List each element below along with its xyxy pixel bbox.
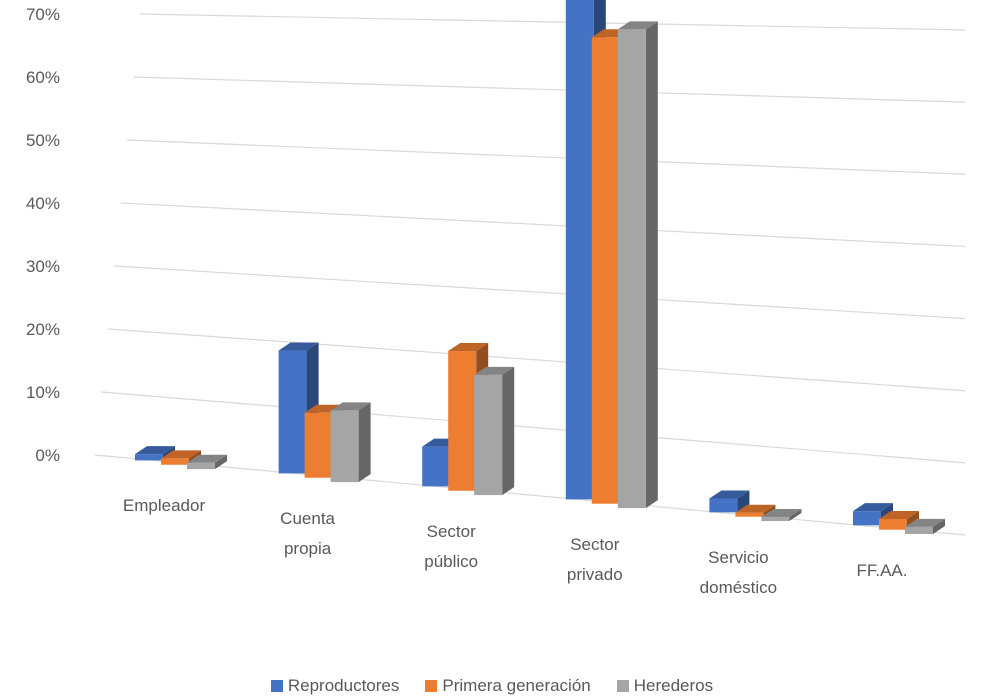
y-tick-label: 20% — [26, 320, 60, 339]
x-category-label: Servicio — [708, 548, 768, 567]
legend-item-herederos: Herederos — [616, 676, 714, 696]
bar-herederos-2 — [474, 366, 515, 496]
gridline — [127, 139, 966, 175]
bar-herederos-1 — [330, 402, 371, 483]
gridlines — [94, 13, 966, 536]
y-tick-label: 50% — [26, 131, 60, 150]
gridline — [114, 265, 966, 320]
x-axis-categories: Empleador Cuenta propia Sector público Sector… — [123, 496, 908, 597]
legend-label: Reproductores — [287, 676, 400, 695]
x-category-label: Sector — [427, 522, 476, 541]
legend-label: Primera generación — [442, 676, 591, 695]
bar-herederos-5 — [905, 518, 945, 535]
y-tick-label: 10% — [26, 383, 60, 402]
legend-swatch — [425, 680, 438, 692]
y-tick-label: 60% — [26, 68, 60, 87]
bars — [135, 0, 945, 535]
gridline — [133, 76, 966, 103]
legend-item-primera-generacion: Primera generación — [425, 676, 591, 696]
x-category-label: privado — [567, 565, 623, 584]
bar-herederos-0 — [187, 454, 227, 470]
legend-item-reproductores: Reproductores — [270, 676, 400, 696]
x-category-label: Sector — [570, 535, 619, 554]
y-tick-label: 70% — [26, 5, 60, 24]
x-category-label: FF.AA. — [856, 561, 907, 580]
legend-swatch — [616, 680, 629, 692]
gridline — [107, 328, 966, 392]
bar-herederos-3 — [617, 21, 658, 509]
bar-reproductores-4 — [709, 490, 750, 513]
gridline — [139, 13, 966, 31]
y-tick-label: 0% — [35, 446, 60, 465]
x-category-label: doméstico — [700, 578, 777, 597]
bar-herederos-4 — [761, 509, 802, 522]
gridline — [120, 202, 966, 248]
x-category-label: Empleador — [123, 496, 206, 515]
legend-label: Herederos — [633, 676, 714, 695]
x-category-label: público — [424, 552, 478, 571]
y-tick-label: 40% — [26, 194, 60, 213]
y-tick-label: 30% — [26, 257, 60, 276]
gridline — [94, 454, 966, 536]
gridline — [101, 391, 966, 464]
chart-plot: 0% 10% 20% 30% 40% 50% 60% 70% Empleador Cuenta p… — [26, 0, 966, 597]
legend-swatch — [270, 680, 283, 692]
legend: Reproductores Primera generación Hereder… — [0, 674, 984, 698]
x-category-label: propia — [284, 539, 332, 558]
bar-primera-generación-4 — [735, 504, 776, 517]
x-category-label: Cuenta — [280, 509, 335, 528]
y-axis-ticks: 0% 10% 20% 30% 40% 50% 60% 70% — [26, 5, 60, 465]
